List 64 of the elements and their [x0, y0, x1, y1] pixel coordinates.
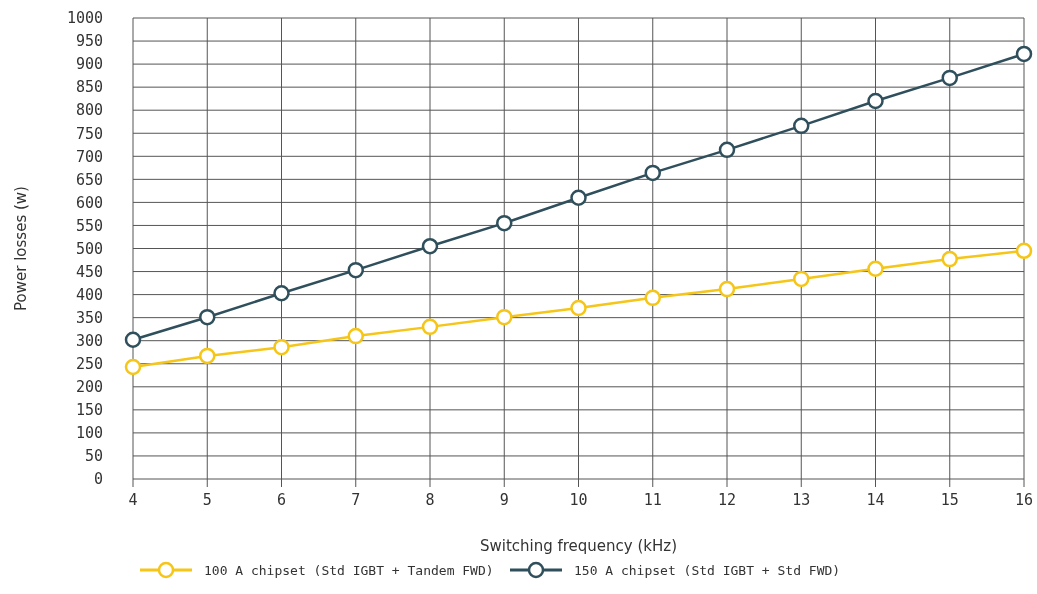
point [421, 318, 439, 336]
y-tick-label: 600 [75, 193, 103, 212]
y-tick-label: 400 [75, 285, 103, 304]
y-tick-label: 250 [75, 355, 103, 373]
y-tick-label: 500 [75, 239, 103, 258]
x-tick-label: 8 [425, 491, 435, 509]
legend-label: 100 A chipset (Std IGBT + Tandem FWD) [204, 563, 494, 578]
point [644, 289, 661, 307]
point [199, 347, 216, 365]
legend-label: 150 A chipset (Std IGBT + Std FWD) [574, 563, 841, 578]
point [941, 250, 958, 268]
x-tick-label: 14 [866, 491, 885, 509]
point [496, 308, 513, 326]
y-tick-label: 550 [75, 216, 103, 235]
y-tick-label: 850 [75, 78, 103, 97]
point [1015, 242, 1033, 260]
y-tick-label: 650 [75, 170, 103, 189]
x-tick-label: 10 [569, 491, 588, 509]
x-tick-label: 6 [276, 491, 287, 509]
y-tick-label: 800 [75, 101, 103, 120]
y-axis-title: Power losses (w) [12, 186, 30, 311]
y-tick-label: 200 [75, 378, 103, 397]
point [273, 338, 290, 356]
y-tick-label: 300 [75, 331, 103, 350]
point [1015, 45, 1033, 63]
x-tick-label: 16 [1014, 491, 1034, 509]
point [718, 280, 736, 298]
x-tick-label: 4 [128, 491, 138, 509]
x-tick-label: 5 [202, 491, 212, 509]
point [867, 260, 884, 278]
point [347, 327, 364, 345]
y-tick-label: 150 [75, 401, 103, 420]
point [793, 270, 810, 288]
x-tick-label: 12 [717, 491, 737, 509]
point [421, 237, 439, 255]
x-tick-label: 9 [499, 491, 509, 509]
y-tick-label: 900 [75, 55, 103, 74]
point [718, 141, 736, 159]
x-tick-label: 7 [351, 491, 361, 509]
point [347, 261, 364, 279]
point [867, 92, 884, 110]
y-tick-label: 950 [75, 32, 103, 51]
x-axis-title: Switching frequency (kHz) [479, 537, 678, 555]
y-tick-label: 350 [75, 308, 103, 327]
point [644, 164, 661, 182]
point [496, 214, 513, 232]
point [570, 189, 587, 207]
y-tick-label: 750 [75, 124, 103, 143]
y-tick-label: 50 [84, 447, 103, 466]
y-tick-label: 1000 [66, 9, 103, 28]
point [199, 308, 216, 326]
point [273, 284, 290, 302]
point [570, 299, 587, 317]
y-tick-label: 100 [75, 424, 103, 443]
point [793, 117, 810, 135]
point [124, 358, 142, 376]
y-tick-label: 0 [93, 470, 103, 489]
point [124, 331, 142, 349]
x-tick-label: 13 [792, 491, 811, 509]
y-tick-label: 700 [75, 147, 103, 166]
x-tick-label: 11 [643, 491, 662, 509]
x-tick-label: 15 [940, 491, 959, 509]
y-tick-label: 450 [75, 262, 103, 281]
point [941, 69, 958, 87]
